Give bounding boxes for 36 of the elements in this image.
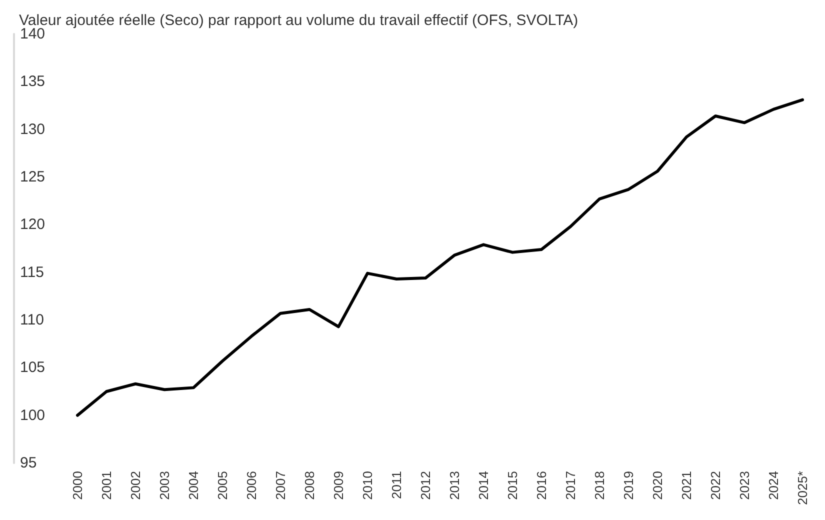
x-tick-label: 2024 xyxy=(766,471,781,500)
x-tick-label: 2019 xyxy=(621,471,636,500)
y-tick-label: 95 xyxy=(20,454,37,472)
x-tick-label: 2007 xyxy=(273,471,288,500)
x-tick-label: 2017 xyxy=(563,471,578,500)
x-tick-label: 2012 xyxy=(418,471,433,500)
x-tick-label: 2005 xyxy=(215,471,230,500)
x-tick-label: 2016 xyxy=(534,471,549,500)
x-tick-label: 2020 xyxy=(650,471,665,500)
x-tick-label: 2008 xyxy=(302,471,317,500)
x-tick-label: 2021 xyxy=(679,471,694,500)
x-tick-label: 2013 xyxy=(447,471,462,500)
y-tick-label: 115 xyxy=(20,264,44,281)
y-tick-label: 120 xyxy=(20,216,46,234)
y-tick-label: 125 xyxy=(20,168,46,186)
x-tick-label: 2004 xyxy=(186,471,201,500)
x-tick-label: 2000 xyxy=(70,471,85,500)
x-tick-label: 2014 xyxy=(476,471,491,500)
x-tick-label: 2010 xyxy=(360,471,375,500)
x-tick-label: 2009 xyxy=(331,471,346,500)
line-series xyxy=(76,98,804,417)
x-tick-label: 2023 xyxy=(737,471,752,500)
x-tick-label: 2002 xyxy=(128,471,143,500)
x-tick-label: 2025* xyxy=(795,471,810,505)
x-tick-label: 2018 xyxy=(592,471,607,500)
y-tick-label: 130 xyxy=(20,120,46,138)
x-tick-label: 2001 xyxy=(99,471,114,500)
y-tick-label: 135 xyxy=(20,73,46,90)
x-tick-label: 2011 xyxy=(389,471,404,499)
y-tick-label: 100 xyxy=(20,406,46,424)
x-tick-label: 2015 xyxy=(505,471,520,500)
x-tick-label: 2022 xyxy=(708,471,723,500)
y-tick-label: 110 xyxy=(20,312,44,328)
y-tick-label: 105 xyxy=(20,359,46,376)
x-tick-label: 2003 xyxy=(157,471,172,500)
x-tick-label: 2006 xyxy=(244,471,259,500)
